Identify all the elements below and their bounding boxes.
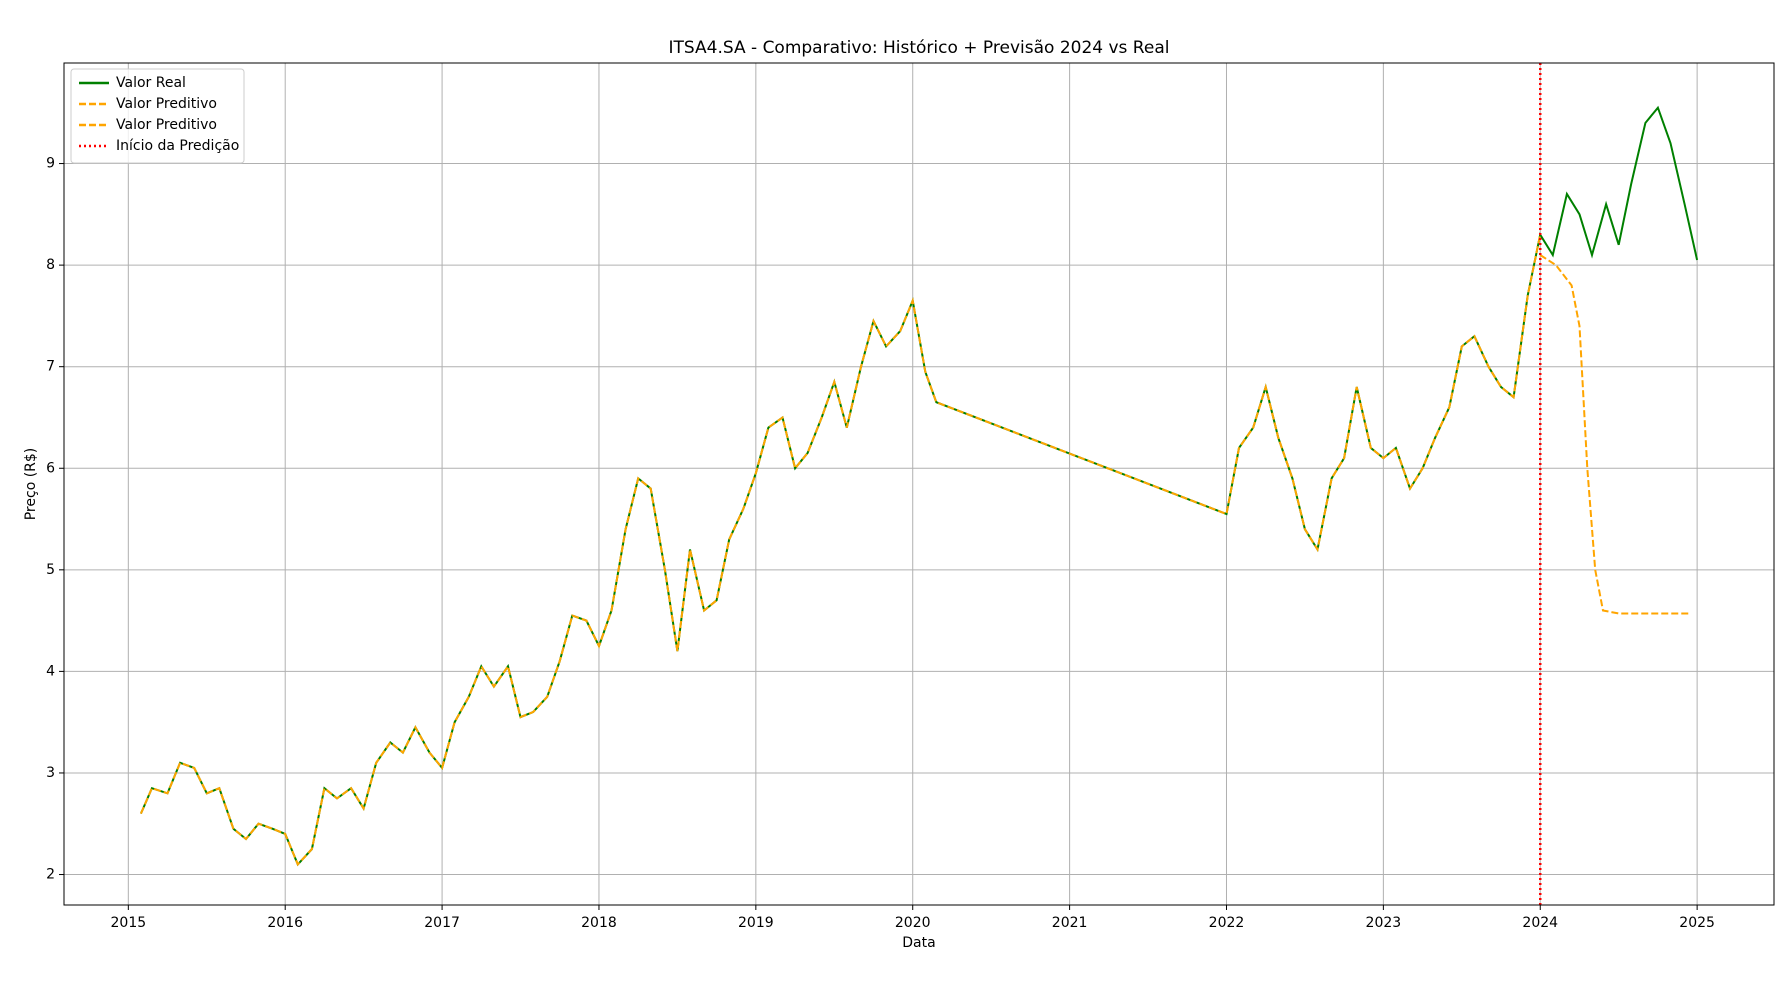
x-tick-label: 2018 [581, 915, 617, 931]
y-tick-label: 4 [46, 663, 55, 679]
y-tick-label: 6 [46, 460, 55, 476]
x-tick-label: 2021 [1052, 915, 1088, 931]
legend-box [70, 68, 245, 164]
y-axis-label: Preço (R$) [23, 448, 39, 521]
x-tick-label: 2025 [1679, 915, 1715, 931]
x-axis-label: Data [902, 935, 935, 951]
chart-title: ITSA4.SA - Comparativo: Histórico + Prev… [669, 38, 1170, 58]
legend: Valor Real Valor Preditivo Valor Preditivo… [70, 68, 245, 164]
legend-label: Valor Preditivo [116, 117, 217, 133]
x-tick-label: 2023 [1366, 915, 1402, 931]
y-tick-label: 7 [46, 359, 55, 375]
x-tick-label: 2016 [267, 915, 303, 931]
plot-frame [63, 62, 1775, 906]
series-line [139, 234, 1542, 867]
x-tick-label: 2017 [424, 915, 460, 931]
legend-label: Início da Predição [116, 138, 239, 154]
legend-label: Valor Preditivo [116, 96, 217, 112]
y-tick-label: 9 [46, 156, 55, 172]
x-tick-label: 2022 [1209, 915, 1245, 931]
y-tick-label: 5 [46, 562, 55, 578]
y-tick-label: 3 [46, 765, 55, 781]
x-tick-label: 2020 [895, 915, 931, 931]
series-line [1539, 254, 1690, 615]
x-tick-label: 2024 [1522, 915, 1558, 931]
x-tick-label: 2015 [111, 915, 147, 931]
x-tick-label: 2019 [738, 915, 774, 931]
y-tick-label: 2 [46, 867, 55, 883]
legend-label: Valor Real [116, 75, 186, 91]
y-tick-label: 8 [46, 257, 55, 273]
